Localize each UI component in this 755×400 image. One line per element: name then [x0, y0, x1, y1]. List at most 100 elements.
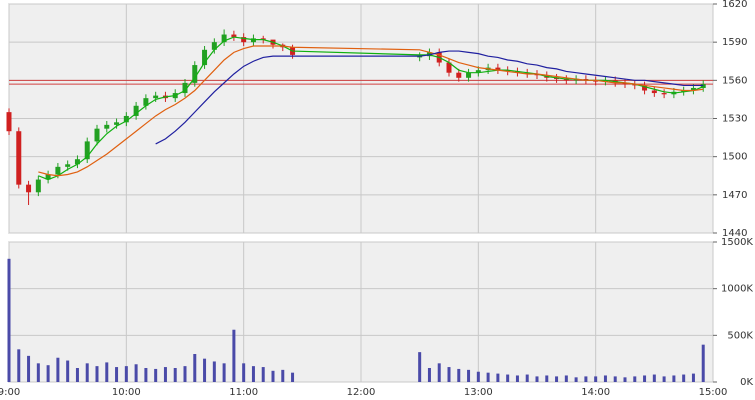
candle-body — [94, 128, 100, 142]
y-tick-label: 1620 — [722, 0, 747, 10]
volume-bar — [506, 374, 510, 382]
candle-body — [554, 77, 560, 80]
volume-bar — [603, 375, 607, 382]
y-tick-label: 1560 — [722, 75, 747, 86]
volume-bar — [584, 376, 588, 382]
volume-bar — [672, 375, 676, 382]
moving-average-line — [38, 45, 704, 177]
candle-body — [681, 90, 687, 92]
candle-body — [661, 93, 667, 95]
candle-body — [35, 179, 41, 193]
volume-bar — [271, 370, 275, 382]
volume-bar — [134, 364, 138, 382]
y-tick-label: 1470 — [722, 190, 747, 201]
candle-body — [573, 79, 579, 81]
candle-body — [505, 70, 511, 72]
volume-bar — [662, 376, 666, 382]
volume-bar — [594, 376, 598, 382]
volume-bar — [203, 358, 207, 382]
x-tick-label: 15:00 — [699, 387, 728, 398]
candle-body — [133, 105, 139, 116]
volume-bar — [222, 363, 226, 382]
candle-body — [563, 79, 569, 81]
volume-bar — [496, 373, 500, 382]
volume-bar — [251, 366, 255, 382]
candle-body — [475, 70, 481, 73]
candle-body — [583, 79, 589, 81]
volume-bar — [115, 367, 119, 382]
candle-body — [192, 65, 198, 83]
volume-bar — [525, 374, 529, 382]
candle-body — [211, 42, 217, 50]
y-tick-label: 1440 — [722, 228, 747, 239]
candle-body — [74, 159, 80, 165]
candle-body — [123, 115, 129, 123]
volume-bar — [193, 354, 197, 382]
volume-bar — [633, 376, 637, 382]
candle-body — [114, 122, 120, 125]
candle-body — [65, 164, 71, 167]
volume-bar — [623, 377, 627, 382]
volume-bar — [95, 366, 99, 382]
volume-bar — [467, 369, 471, 382]
volume-bar — [281, 369, 285, 382]
volume-bar — [27, 355, 31, 382]
candle-body — [153, 95, 159, 99]
volume-bar — [212, 361, 216, 382]
volume-bar — [457, 368, 461, 382]
candle-body — [514, 71, 520, 73]
volume-bar — [261, 367, 265, 382]
volume-bar — [564, 375, 568, 382]
candle-body — [221, 34, 227, 43]
volume-bar — [163, 367, 167, 382]
x-tick-label: 9:00 — [0, 387, 20, 398]
candle-body — [417, 56, 423, 58]
volume-bar — [105, 362, 109, 382]
candle-body — [642, 85, 648, 91]
candle-body — [426, 52, 432, 57]
candle-body — [16, 131, 22, 185]
volume-bar — [486, 372, 490, 382]
candle-body — [632, 84, 638, 86]
volume-bar — [46, 365, 50, 382]
volume-bar — [124, 366, 128, 382]
volume-bar — [85, 363, 89, 382]
candle-body — [495, 67, 501, 71]
y-tick-label: 1590 — [722, 37, 747, 48]
volume-bar — [643, 375, 647, 382]
y-tick-label: 500K — [727, 330, 753, 341]
x-tick-label: 11:00 — [229, 387, 258, 398]
volume-bar — [242, 363, 246, 382]
volume-bar — [183, 366, 187, 382]
candle-body — [84, 141, 90, 160]
volume-bar — [682, 374, 686, 382]
volume-bar — [36, 363, 40, 382]
volume-bar — [144, 368, 148, 382]
x-tick-label: 12:00 — [347, 387, 376, 398]
volume-bar — [232, 329, 236, 382]
candle-body — [651, 90, 657, 94]
candle-body — [456, 72, 462, 78]
volume-bar — [652, 374, 656, 382]
y-tick-label: 1000K — [721, 284, 753, 295]
volume-bar — [66, 360, 70, 382]
volume-bar — [154, 368, 158, 382]
candle-body — [446, 62, 452, 73]
y-tick-label: 0K — [740, 377, 753, 388]
volume-bar — [515, 375, 519, 382]
volume-bar — [75, 368, 79, 382]
candle-body — [524, 72, 530, 74]
volume-bar — [427, 368, 431, 382]
volume-bar — [555, 376, 559, 382]
x-tick-label: 14:00 — [581, 387, 610, 398]
volume-bar — [691, 373, 695, 382]
candle-body — [231, 34, 237, 38]
candle-body — [26, 184, 32, 193]
candle-body — [143, 98, 149, 106]
candle-body — [602, 80, 608, 82]
volume-bar — [447, 367, 451, 382]
candle-body — [241, 37, 247, 43]
y-tick-label: 1500 — [722, 152, 747, 163]
candle-body — [202, 49, 208, 66]
volume-bar — [56, 357, 60, 382]
